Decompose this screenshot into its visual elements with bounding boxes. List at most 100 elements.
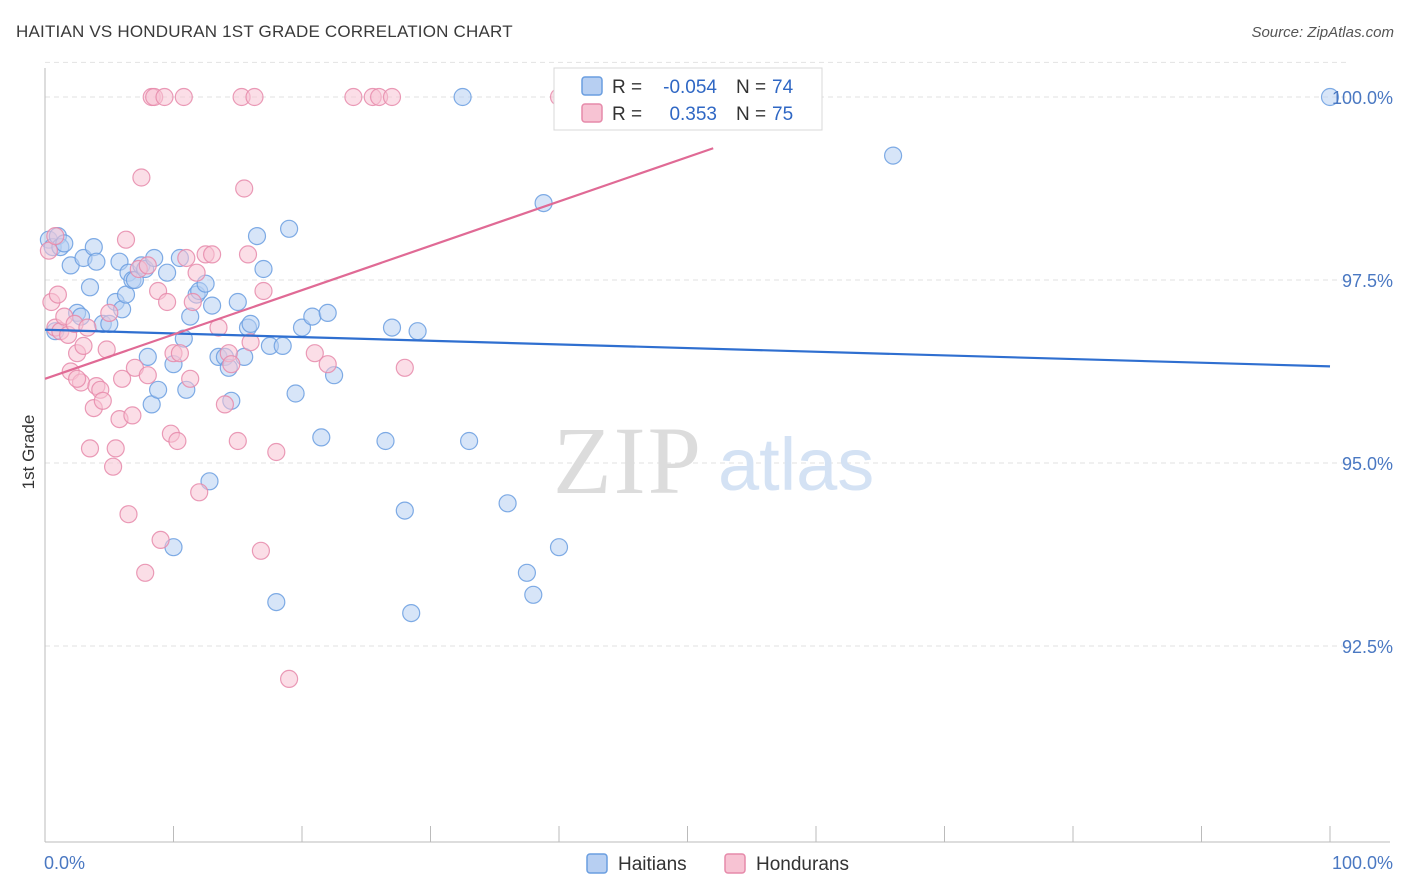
data-point-haitians [138,347,157,366]
trend-line-haitians [44,328,1331,368]
x-tick-label: 100.0% [1332,853,1393,873]
data-point-hondurans [235,179,254,198]
y-axis-title: 1st Grade [19,415,38,490]
data-point-hondurans [183,292,202,312]
y-tick-labels: 100.0% 97.5% 95.0% 92.5% [1332,88,1393,657]
legend-r-value-haitians: -0.054 [663,77,717,98]
data-point-haitians [158,263,177,282]
data-point-haitians [273,336,292,355]
bottom-legend-label-haitians: Haitians [618,854,687,875]
data-point-hondurans [106,439,125,458]
data-point-hondurans [46,227,65,246]
data-point-hondurans [138,256,157,275]
data-point-hondurans [222,355,241,374]
source-credit: Source: ZipAtlas.com [1251,24,1394,41]
bottom-legend-swatch-hondurans [724,853,746,874]
data-point-haitians [312,428,331,447]
data-point-haitians [87,252,106,271]
data-point-haitians [203,296,222,315]
y-tick-label: 92.5% [1342,637,1393,657]
stats-legend: R = -0.054 N = 74 R = 0.353 N = 75 [553,67,823,131]
x-tick-label: 0.0% [44,853,85,873]
data-point-hondurans [74,336,93,355]
series-hondurans [39,87,569,689]
data-point-haitians [376,431,395,451]
data-point-haitians [149,380,168,399]
legend-swatch-haitians [581,76,603,96]
y-tick-label: 100.0% [1332,88,1393,108]
data-point-hondurans [187,263,206,282]
data-point-haitians [247,227,267,246]
legend-n-label-hondurans: N = [736,104,766,125]
chart-title: HAITIAN VS HONDURAN 1ST GRADE CORRELATIO… [16,22,513,41]
watermark-atlas: atlas [718,423,874,506]
watermark-zip: ZIP [553,407,703,514]
legend-r-value-hondurans: 0.353 [669,104,717,125]
data-point-haitians [883,146,903,165]
data-point-hondurans [251,541,270,560]
data-point-hondurans [280,669,299,689]
legend-r-label-hondurans: R = [612,104,642,125]
data-point-hondurans [174,87,193,107]
y-tick-label: 97.5% [1342,271,1393,291]
data-point-haitians [318,303,337,322]
data-point-hondurans [119,505,138,524]
data-point-hondurans [103,457,123,476]
data-point-hondurans [190,483,209,502]
data-point-haitians [382,318,402,337]
data-point-hondurans [93,391,112,410]
bottom-legend-swatch-haitians [586,853,608,874]
data-point-haitians [549,538,569,557]
legend-n-value-hondurans: 75 [772,104,793,125]
axes [44,68,1390,843]
data-point-haitians [402,603,421,623]
data-point-hondurans [78,318,97,337]
data-point-haitians [524,585,543,604]
trend-line-hondurans [44,147,714,380]
data-point-hondurans [238,245,258,264]
data-point-hondurans [344,87,363,107]
data-point-haitians [280,219,299,238]
data-point-hondurans [177,248,196,268]
data-point-haitians [395,501,414,520]
data-point-hondurans [132,168,151,187]
trend-lines [44,147,1331,380]
data-point-haitians [453,87,472,107]
data-point-haitians [80,278,100,297]
data-point-hondurans [151,530,170,550]
data-point-hondurans [48,285,68,304]
watermark: ZIP atlas [553,407,874,514]
data-point-haitians [303,307,322,326]
legend-n-label-haitians: N = [736,77,766,98]
data-point-hondurans [138,366,157,385]
data-point-hondurans [181,369,200,388]
x-tick-labels: 0.0% 100.0% [44,853,1393,873]
data-point-haitians [498,494,517,513]
data-point-hondurans [305,344,324,363]
y-tick-label: 95.0% [1342,454,1393,474]
data-point-haitians [408,322,427,341]
bottom-legend-label-hondurans: Hondurans [756,854,849,875]
data-point-haitians [517,563,537,582]
data-point-haitians [228,292,247,312]
data-point-hondurans [254,281,273,301]
data-point-hondurans [158,292,177,312]
legend-swatch-hondurans [581,103,603,123]
data-point-hondurans [382,87,402,107]
data-point-hondurans [100,303,119,322]
data-point-hondurans [170,344,189,363]
data-point-haitians [286,384,305,403]
data-point-hondurans [67,369,87,388]
data-point-hondurans [168,431,187,451]
data-point-haitians [241,314,260,333]
data-point-hondurans [123,406,142,425]
data-point-hondurans [136,563,155,582]
data-point-haitians [1320,87,1340,107]
data-point-hondurans [215,395,234,414]
data-point-haitians [267,592,286,612]
data-point-hondurans [395,358,414,377]
data-point-hondurans [228,431,247,451]
data-point-hondurans [318,355,337,374]
data-point-hondurans [155,87,174,107]
